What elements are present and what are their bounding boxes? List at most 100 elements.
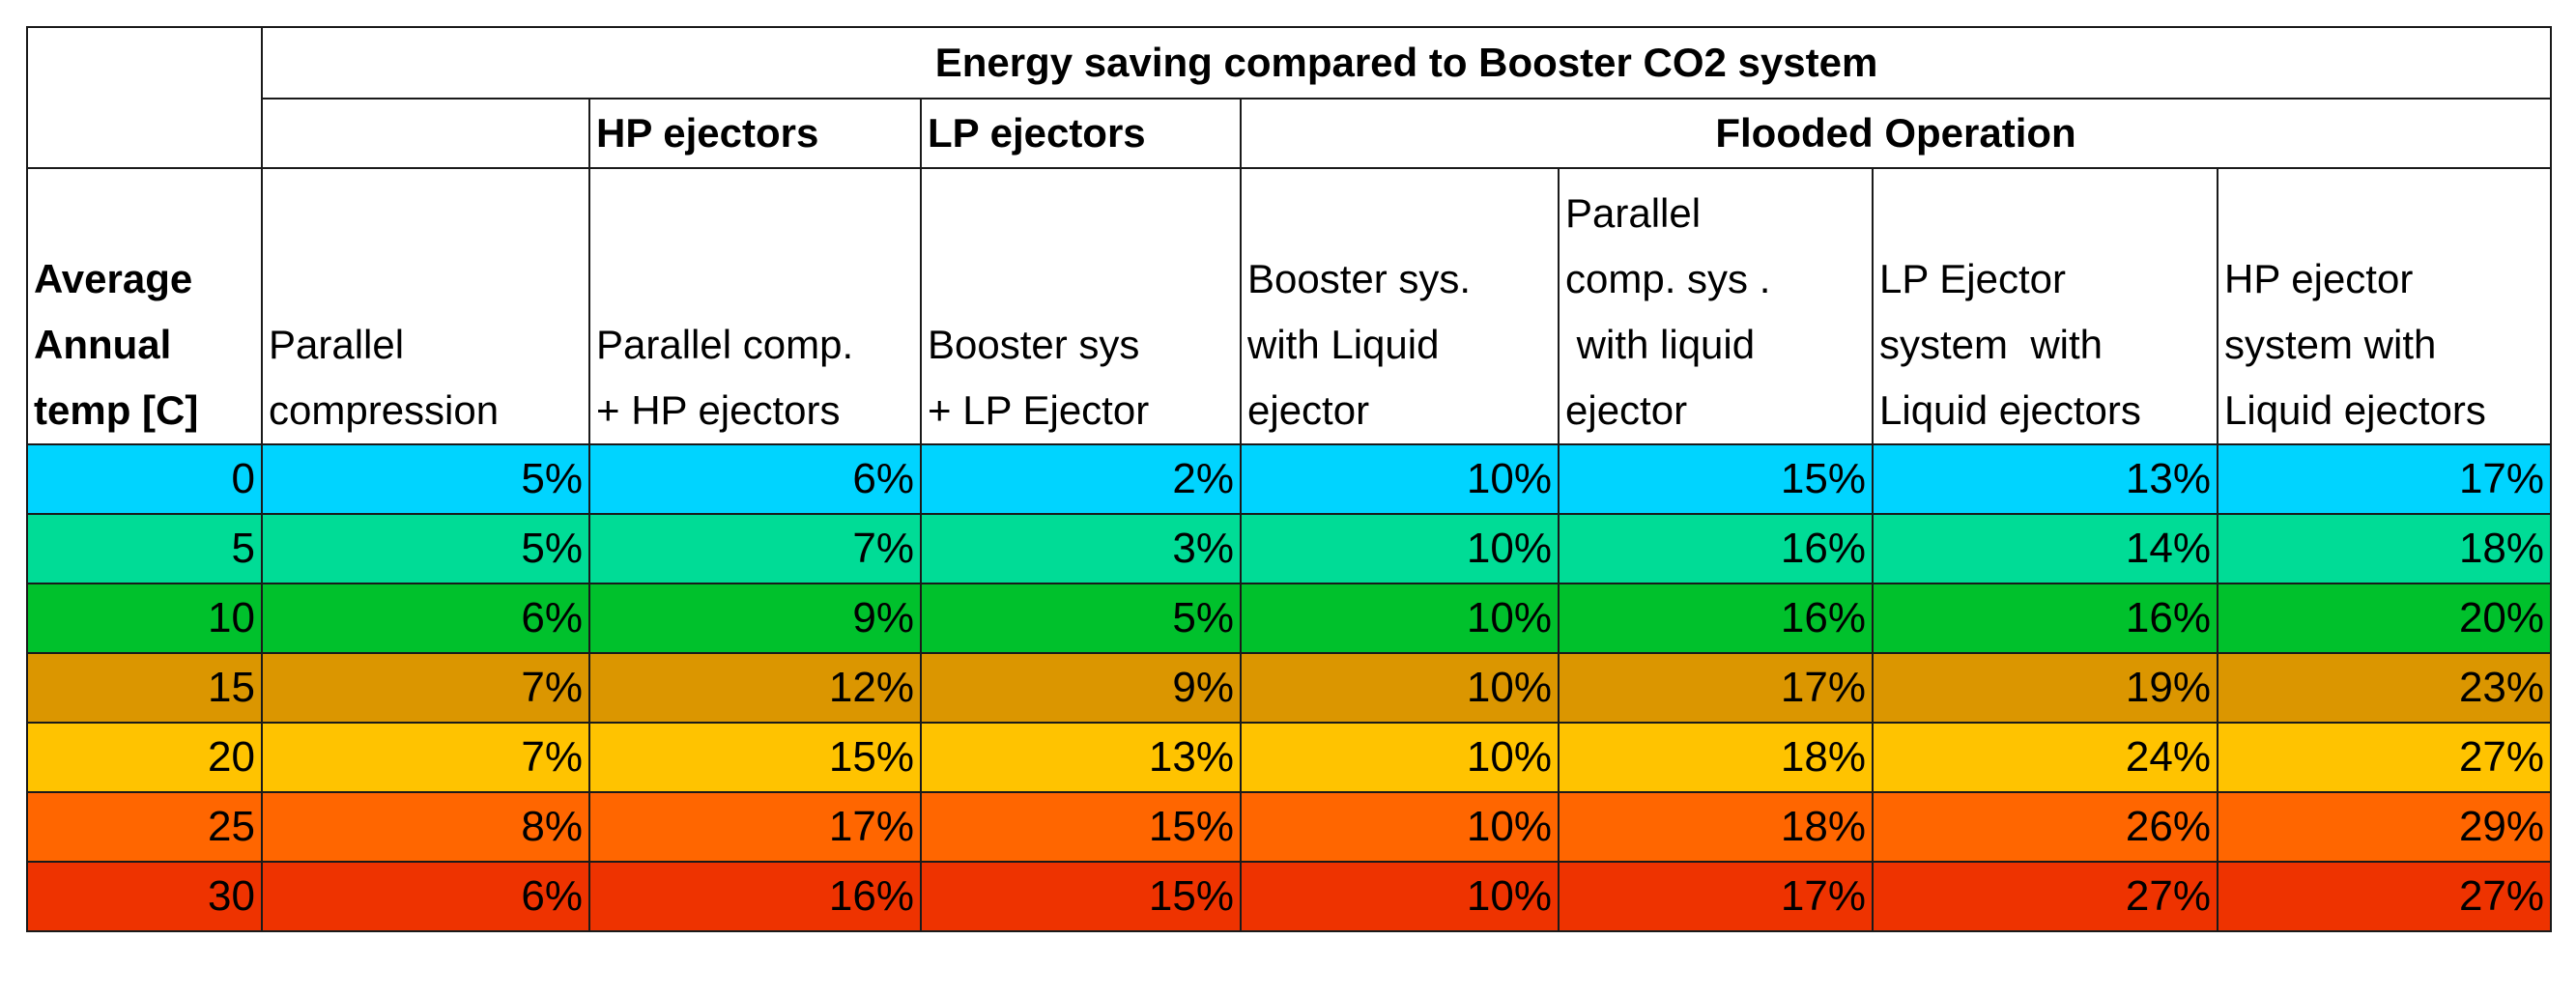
value-cell: 24% <box>1872 722 2218 793</box>
value-cell: 14% <box>1872 513 2218 584</box>
temp-cell: 25 <box>26 791 263 863</box>
header-line: system with <box>1879 322 2104 367</box>
header-line: + HP ejectors <box>596 387 841 433</box>
value-cell: 15% <box>920 791 1242 863</box>
group-header-flooded-operation: Flooded Operation <box>1239 98 2553 169</box>
value-cell: 26% <box>1872 791 2218 863</box>
value-cell: 6% <box>261 583 590 654</box>
row-header-average-annual-temp: Average Annual temp [C] <box>26 167 263 445</box>
header-line: compression <box>269 387 500 433</box>
value-cell: 18% <box>1558 722 1874 793</box>
value-cell: 15% <box>588 722 922 793</box>
temp-cell: 20 <box>26 722 263 793</box>
column-header-row: Average Annual temp [C] Parallel compres… <box>26 167 2553 445</box>
value-cell: 10% <box>1240 652 1560 724</box>
column-header-booster-liquid-ejector: Booster sys. with Liquid ejector <box>1240 167 1560 445</box>
value-cell: 9% <box>588 583 922 654</box>
group-header-row: HP ejectors LP ejectors Flooded Operatio… <box>27 98 2553 169</box>
column-header-parallel-comp-hp-ejectors: Parallel comp. + HP ejectors <box>588 167 922 445</box>
table-row: 30 6% 16% 15% 10% 17% 27% 27% <box>26 861 2553 932</box>
value-cell: 17% <box>1558 861 1874 932</box>
table-row: 15 7% 12% 9% 10% 17% 19% 23% <box>26 652 2553 724</box>
value-cell: 13% <box>1872 443 2218 515</box>
column-header-hp-ejector-liquid-ejectors: HP ejector system with Liquid ejectors <box>2216 167 2553 445</box>
header-line: ejector <box>1247 387 1370 433</box>
value-cell: 19% <box>1872 652 2218 724</box>
table-title: Energy saving compared to Booster CO2 sy… <box>260 26 2553 100</box>
header-line: with Liquid <box>1247 322 1440 367</box>
value-cell: 20% <box>2216 583 2553 654</box>
header-line: with liquid <box>1565 322 1756 367</box>
value-cell: 27% <box>2216 722 2553 793</box>
value-cell: 18% <box>1558 791 1874 863</box>
column-header-parallel-liquid-ejector: Parallel comp. sys . with liquid ejector <box>1558 167 1874 445</box>
temp-cell: 0 <box>26 443 263 515</box>
table-row: 10 6% 9% 5% 10% 16% 16% 20% <box>26 583 2553 654</box>
value-cell: 13% <box>920 722 1242 793</box>
value-cell: 16% <box>1872 583 2218 654</box>
temp-cell: 30 <box>26 861 263 932</box>
value-cell: 6% <box>588 443 922 515</box>
value-cell: 18% <box>2216 513 2553 584</box>
header-line: Average <box>34 256 193 301</box>
value-cell: 10% <box>1240 513 1560 584</box>
value-cell: 8% <box>261 791 590 863</box>
value-cell: 7% <box>588 513 922 584</box>
value-cell: 3% <box>920 513 1242 584</box>
energy-saving-table: Energy saving compared to Booster CO2 sy… <box>26 26 2553 932</box>
value-cell: 16% <box>1558 513 1874 584</box>
header-line: ejector <box>1565 387 1688 433</box>
header-line: Booster sys. <box>1247 256 1472 301</box>
header-line: temp [C] <box>34 387 199 433</box>
table-row: 25 8% 17% 15% 10% 18% 26% 29% <box>26 791 2553 863</box>
value-cell: 15% <box>1558 443 1874 515</box>
header-line: comp. sys . <box>1565 256 1771 301</box>
group-header-hp-ejectors: HP ejectors <box>588 98 922 169</box>
column-header-parallel-compression: Parallel compression <box>261 167 590 445</box>
value-cell: 9% <box>920 652 1242 724</box>
table-row: 5 5% 7% 3% 10% 16% 14% 18% <box>26 513 2553 584</box>
value-cell: 10% <box>1240 861 1560 932</box>
header-line: LP Ejector <box>1879 256 2066 301</box>
header-line: Parallel <box>1565 190 1702 236</box>
value-cell: 5% <box>920 583 1242 654</box>
group-header-blank <box>261 98 590 169</box>
column-header-booster-sys-lp-ejector: Booster sys + LP Ejector <box>920 167 1242 445</box>
header-line: Booster sys <box>928 322 1140 367</box>
header-line: Annual <box>34 322 172 367</box>
value-cell: 15% <box>920 861 1242 932</box>
value-cell: 12% <box>588 652 922 724</box>
value-cell: 2% <box>920 443 1242 515</box>
temp-cell: 5 <box>26 513 263 584</box>
value-cell: 5% <box>261 443 590 515</box>
corner-cell <box>26 26 263 169</box>
value-cell: 10% <box>1240 583 1560 654</box>
value-cell: 16% <box>588 861 922 932</box>
value-cell: 10% <box>1240 791 1560 863</box>
header-line: + LP Ejector <box>928 387 1150 433</box>
value-cell: 16% <box>1558 583 1874 654</box>
value-cell: 23% <box>2216 652 2553 724</box>
value-cell: 6% <box>261 861 590 932</box>
value-cell: 5% <box>261 513 590 584</box>
value-cell: 27% <box>1872 861 2218 932</box>
table-row: 20 7% 15% 13% 10% 18% 24% 27% <box>26 722 2553 793</box>
value-cell: 17% <box>588 791 922 863</box>
header-line: HP ejector <box>2224 256 2414 301</box>
group-header-lp-ejectors: LP ejectors <box>920 98 1242 169</box>
header-line: Liquid ejectors <box>1879 387 2141 433</box>
value-cell: 10% <box>1240 443 1560 515</box>
temp-cell: 15 <box>26 652 263 724</box>
value-cell: 29% <box>2216 791 2553 863</box>
temp-cell: 10 <box>26 583 263 654</box>
value-cell: 17% <box>2216 443 2553 515</box>
value-cell: 10% <box>1240 722 1560 793</box>
value-cell: 27% <box>2216 861 2553 932</box>
value-cell: 17% <box>1558 652 1874 724</box>
table-title-row: Energy saving compared to Booster CO2 sy… <box>26 26 2553 169</box>
header-line: Parallel <box>269 322 405 367</box>
value-cell: 7% <box>261 722 590 793</box>
header-line: Liquid ejectors <box>2224 387 2486 433</box>
column-header-lp-ejector-liquid-ejectors: LP Ejector system with Liquid ejectors <box>1872 167 2218 445</box>
table-row: 0 5% 6% 2% 10% 15% 13% 17% <box>26 443 2553 515</box>
